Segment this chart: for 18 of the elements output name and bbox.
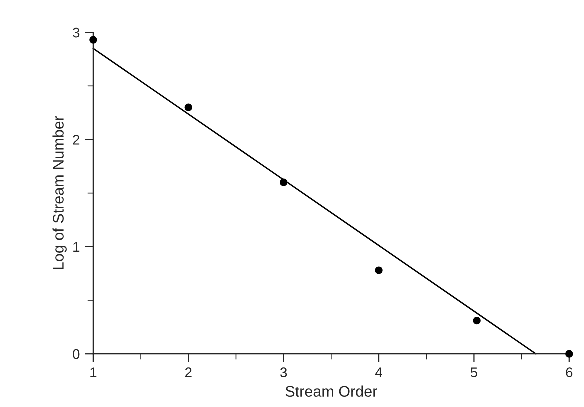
x-tick-label: 4 <box>375 368 382 378</box>
point <box>473 317 481 325</box>
x-tick-label: 1 <box>90 368 97 378</box>
point <box>375 266 383 274</box>
point <box>280 178 288 186</box>
x-axis-title: Stream Order <box>286 386 378 398</box>
x-tick-label: 2 <box>185 368 192 378</box>
point <box>90 36 98 44</box>
y-tick-label: 3 <box>73 28 80 38</box>
point <box>184 104 192 112</box>
y-tick-label: 2 <box>73 135 80 145</box>
y-tick-label: 0 <box>73 349 80 360</box>
x-tick-label: 6 <box>566 368 573 378</box>
x-tick-label: 5 <box>470 368 478 378</box>
y-tick-label: 1 <box>74 242 80 252</box>
y-axis-title: Log of Stream Number <box>52 116 67 270</box>
point <box>566 350 574 358</box>
x-tick-label: 3 <box>280 368 288 378</box>
